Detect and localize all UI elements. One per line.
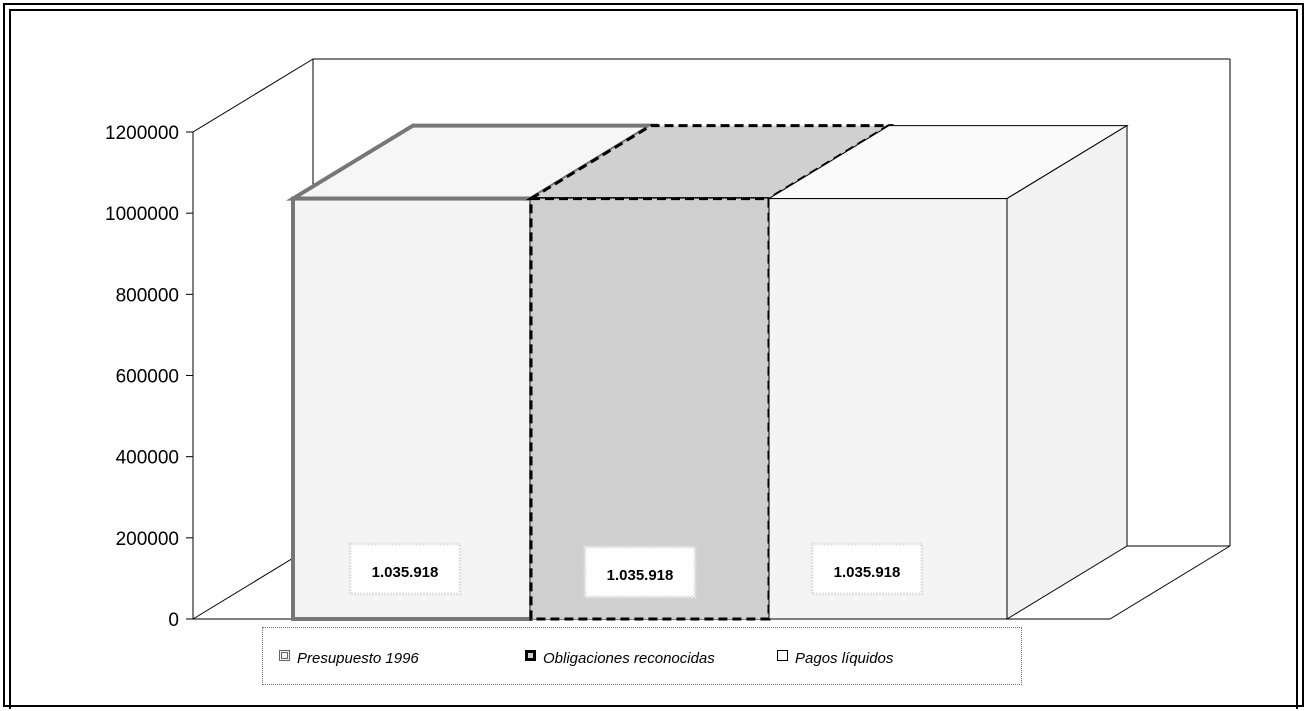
legend-swatch-obligaciones [525,650,536,661]
data-label-presupuesto: 1.035.918 [372,564,439,581]
legend-label-obligaciones: Obligaciones reconocidas [543,650,715,667]
y-tick-label-1: 200000 [116,529,179,550]
side-wall-top-edge [192,58,314,133]
floor-right-edge [1109,545,1231,620]
y-tick-label-4: 800000 [116,285,179,306]
data-label-box-presupuesto [348,542,462,596]
y-tick-label-5: 1000000 [105,204,179,225]
data-label-obligaciones: 1.035.918 [607,567,674,584]
inner-frame [9,9,1298,709]
bar-obligaciones [529,197,771,621]
y-tick-label-6: 1200000 [105,123,179,144]
legend-swatch-presupuesto [279,650,290,661]
data-label-box-pagos [810,542,924,596]
y-axis: 0 200000 400000 600000 800000 1000000 1200000 [105,123,193,631]
bar-presupuesto [291,196,533,622]
legend-label-pagos: Pagos líquidos [795,650,894,667]
y-tick-label-0: 0 [168,610,179,631]
legend-item-presupuesto: Presupuesto 1996 [279,650,419,667]
legend-swatch-pagos [777,650,788,661]
legend-label-presupuesto: Presupuesto 1996 [297,650,419,667]
y-tick-label-3: 600000 [116,367,179,388]
outer-frame [3,3,1304,707]
data-labels: 1.035.918 1.035.918 1.035.918 [348,542,924,599]
y-tick-label-2: 400000 [116,448,179,469]
legend-item-pagos: Pagos líquidos [777,650,893,667]
legend: Presupuesto 1996 Obligaciones reconocida… [262,627,1022,685]
data-label-box-obligaciones [583,545,697,599]
legend-item-obligaciones: Obligaciones reconocidas [525,650,715,667]
data-label-pagos: 1.035.918 [834,564,901,581]
bar-side-pagos [1006,124,1128,620]
bars [285,123,1129,622]
